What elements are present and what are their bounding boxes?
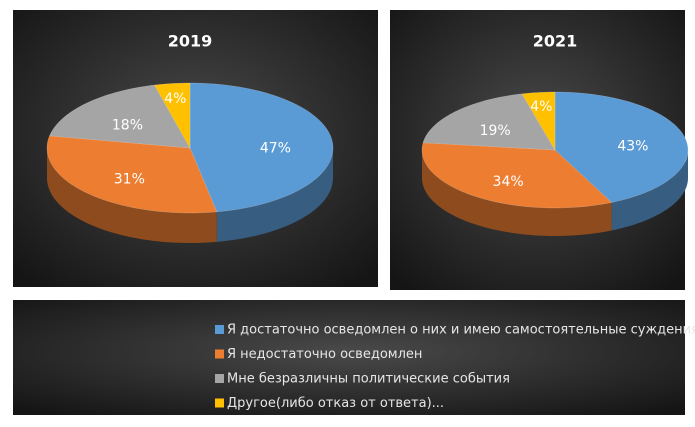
data-label: 43% bbox=[617, 138, 648, 154]
data-label: 4% bbox=[164, 91, 186, 107]
chart-title: 2019 bbox=[168, 32, 213, 51]
pie-slice bbox=[46, 135, 218, 214]
pie-slice bbox=[554, 91, 689, 203]
pie-slice bbox=[422, 93, 556, 151]
data-label: 31% bbox=[114, 172, 145, 188]
legend-label: Я достаточно осведомлен о них и имею сам… bbox=[227, 323, 695, 338]
data-label: 4% bbox=[530, 99, 552, 115]
pie-side bbox=[47, 148, 217, 243]
legend-swatch bbox=[215, 349, 224, 359]
legend-swatch bbox=[215, 398, 224, 408]
legend-label: Я недостаточно осведомлен bbox=[227, 347, 422, 362]
legend-swatch bbox=[215, 325, 224, 334]
pie-slice bbox=[189, 82, 334, 213]
legend-label: Другое(либо отказ от ответа)... bbox=[227, 396, 444, 411]
data-label: 34% bbox=[493, 174, 524, 190]
legend-panel bbox=[13, 300, 685, 415]
pie-slice bbox=[154, 82, 191, 149]
pie-side bbox=[611, 150, 688, 231]
data-label: 19% bbox=[480, 123, 511, 139]
pie-side bbox=[422, 150, 612, 236]
pie-slice bbox=[49, 84, 191, 149]
legend-label: Мне безразличны политические события bbox=[227, 372, 510, 387]
chart-title: 2021 bbox=[533, 32, 578, 51]
pie-slice bbox=[521, 91, 556, 151]
data-label: 18% bbox=[112, 117, 143, 133]
data-label: 47% bbox=[260, 140, 291, 156]
pie-side bbox=[216, 148, 333, 242]
legend-swatch bbox=[215, 374, 224, 383]
pie-slice bbox=[421, 142, 613, 209]
